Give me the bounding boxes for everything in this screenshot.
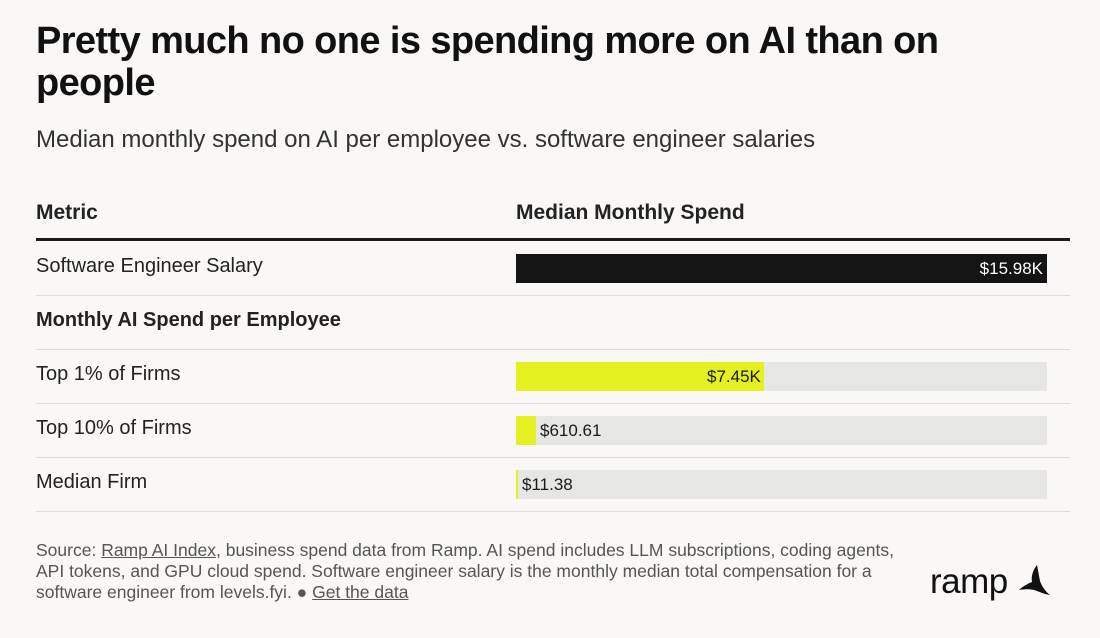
bullet-icon: ● [296,582,308,602]
row-label: Top 10% of Firms [36,417,192,439]
section-label: Monthly AI Spend per Employee [36,309,341,331]
bar-value-label: $610.61 [540,421,602,440]
row-label: Software Engineer Salary [36,255,263,277]
header-rule [36,238,1070,241]
bar-track: $11.38 [516,470,1047,499]
bar-track: $15.98K [516,254,1047,283]
table-row: Top 10% of Firms $610.61 [36,403,1070,458]
get-the-data-link[interactable]: Get the data [312,582,409,602]
row-label: Median Firm [36,471,148,493]
bar [516,254,1047,283]
bar [516,362,764,391]
bar-track: $7.45K [516,362,1047,391]
ramp-ai-index-link[interactable]: Ramp AI Index [101,540,216,560]
bar-value-label: $7.45K [707,367,761,386]
logo-wordmark: ramp [930,562,1008,601]
bar-track: $610.61 [516,416,1047,445]
chart-title: Pretty much no one is spending more on A… [36,20,939,104]
table-row: Top 1% of Firms $7.45K [36,349,1070,404]
section-row: Monthly AI Spend per Employee [36,295,1070,350]
table-row: Median Firm $11.38 [36,457,1070,512]
bar-value-label: $11.38 [522,475,573,494]
table-row: Software Engineer Salary $15.98K [36,241,1070,296]
source-body: , business spend data from Ramp. AI spen… [36,540,895,602]
chart-subtitle: Median monthly spend on AI per employee … [36,126,816,153]
row-label: Top 1% of Firms [36,363,181,385]
spend-column-header: Median Monthly Spend [516,201,745,224]
ramp-logo: ramp [930,560,1052,604]
bar [516,470,518,499]
source-note: Source: Ramp AI Index, business spend da… [36,540,916,603]
ramp-wing-icon [1016,563,1052,602]
bar-value-label: $15.98K [979,259,1043,278]
metric-column-header: Metric [36,201,98,224]
bar [516,416,536,445]
source-prefix: Source: [36,540,102,560]
